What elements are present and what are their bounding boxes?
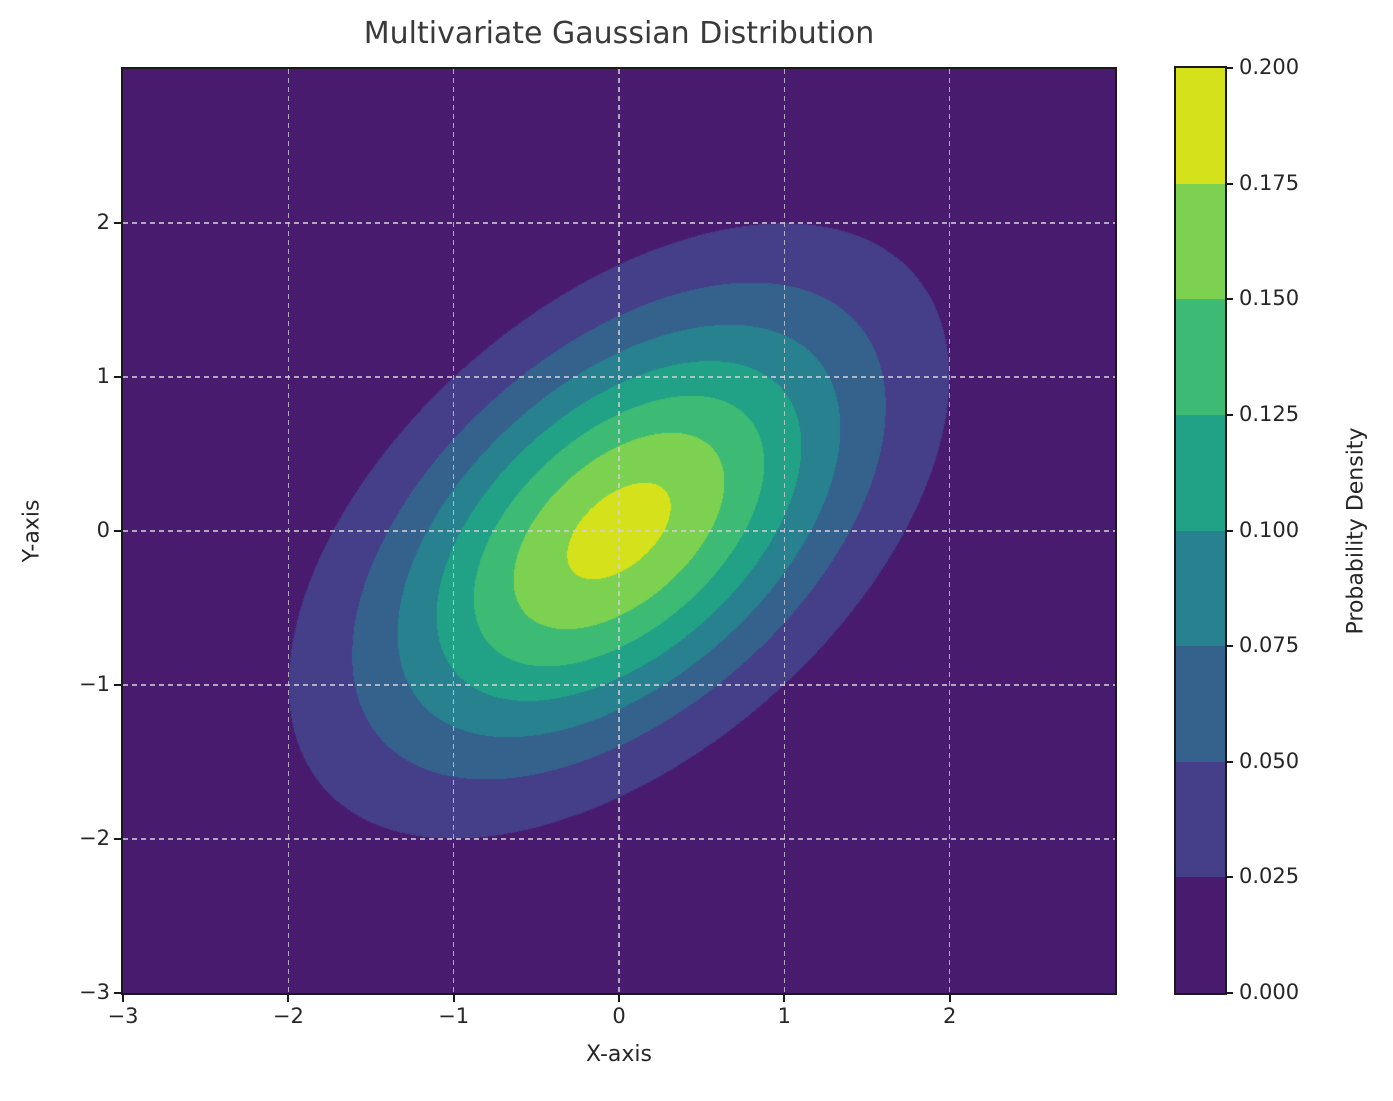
y-tick-label: −2 — [79, 826, 110, 850]
colorbar-band-1 — [1176, 761, 1225, 878]
contour-canvas — [123, 69, 1115, 993]
colorbar-tick-mark — [1227, 298, 1233, 301]
colorbar-band-3 — [1176, 530, 1225, 647]
y-tick-mark — [114, 838, 121, 840]
x-tick-mark — [122, 995, 124, 1002]
y-tick-mark — [114, 222, 121, 224]
y-tick-label: −3 — [79, 980, 110, 1004]
x-tick-mark — [783, 995, 786, 1002]
y-tick-label: 0 — [96, 518, 110, 542]
x-tick-label: 2 — [942, 1004, 957, 1028]
colorbar-band-5 — [1176, 299, 1225, 415]
colorbar-segments — [1176, 68, 1225, 993]
colorbar-tick-mark — [1227, 876, 1233, 879]
colorbar-band-4 — [1176, 414, 1225, 531]
x-tick-mark — [618, 995, 620, 1002]
x-tick-label: 1 — [777, 1004, 792, 1028]
chart-title: Multivariate Gaussian Distribution — [363, 16, 875, 51]
x-tick-label: 0 — [612, 1004, 626, 1028]
colorbar-label: Probability Density — [1343, 427, 1369, 635]
colorbar-tick-mark — [1227, 413, 1233, 416]
colorbar-tick-label: 0.200 — [1239, 55, 1300, 79]
colorbar-tick-label: 0.100 — [1239, 517, 1300, 542]
x-tick-label: −2 — [272, 1004, 304, 1028]
colorbar-tick-mark — [1227, 67, 1233, 69]
x-tick-label: −1 — [438, 1004, 470, 1028]
x-axis-label: X-axis — [586, 1042, 652, 1067]
x-tick-mark — [452, 995, 455, 1002]
y-tick-label: 1 — [96, 364, 110, 388]
colorbar-band-7 — [1176, 68, 1225, 184]
y-axis-label: Y-axis — [19, 499, 45, 563]
x-tick-mark — [948, 995, 951, 1002]
colorbar-tick-mark — [1227, 645, 1233, 648]
y-tick-mark — [114, 992, 121, 994]
colorbar-tick-label: 0.125 — [1239, 401, 1300, 426]
y-tick-label: −1 — [79, 672, 110, 696]
colorbar-band-6 — [1176, 183, 1225, 300]
x-tick-mark — [287, 995, 290, 1002]
y-tick-label: 2 — [96, 210, 110, 234]
colorbar-tick-label: 0.175 — [1239, 170, 1300, 195]
colorbar-tick-label: 0.050 — [1239, 748, 1300, 773]
colorbar-band-2 — [1176, 646, 1225, 762]
colorbar-tick-label: 0.150 — [1239, 286, 1300, 311]
colorbar-tick-mark — [1227, 760, 1233, 763]
colorbar-band-0 — [1176, 877, 1225, 993]
y-tick-mark — [114, 684, 121, 686]
y-tick-mark — [114, 376, 121, 378]
colorbar-tick-label: 0.075 — [1239, 633, 1300, 658]
x-tick-label: −3 — [107, 1004, 139, 1028]
colorbar-tick-mark — [1227, 529, 1233, 532]
plot-area — [121, 67, 1117, 995]
colorbar-tick-label: 0.000 — [1239, 980, 1300, 1004]
colorbar-tick-mark — [1227, 182, 1233, 185]
colorbar-tick-label: 0.025 — [1239, 864, 1300, 889]
colorbar — [1174, 66, 1227, 995]
colorbar-tick-mark — [1227, 992, 1233, 994]
y-tick-mark — [114, 530, 121, 532]
